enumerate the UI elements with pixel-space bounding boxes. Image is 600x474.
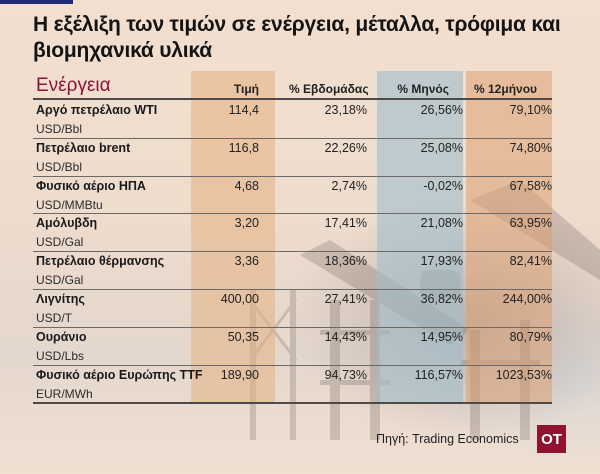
price-value: 50,35 [227, 330, 259, 344]
commodity-unit: USD/Bbl [36, 160, 83, 174]
page-title: Η εξέλιξη των τιμών σε ενέργεια, μέταλλα… [33, 13, 561, 62]
row-divider [33, 365, 552, 366]
table-row: Λιγνίτης USD/T 400,00 27,41% 36,82% 244,… [33, 290, 552, 328]
column-header-month: % Μηνός [397, 82, 449, 96]
table-row: Ουράνιο USD/Lbs 50,35 14,43% 14,95% 80,7… [33, 328, 552, 366]
week-change: 27,41% [324, 292, 367, 306]
month-change: 21,08% [420, 216, 463, 230]
commodity-name: Αργό πετρέλαιο WTI [36, 103, 158, 117]
year-column-band [466, 71, 552, 402]
year-change: 82,41% [509, 254, 552, 268]
table-bottom-divider [33, 402, 552, 404]
section-title: Ενέργεια [36, 75, 111, 96]
row-divider [33, 176, 552, 177]
commodity-name: Πετρέλαιο brent [36, 141, 131, 155]
ot-logo: OT [537, 425, 566, 453]
header-divider [33, 98, 552, 100]
month-column-band [377, 71, 463, 402]
month-change: -0,02% [423, 179, 463, 193]
year-change: 74,80% [509, 141, 552, 155]
table-row: Φυσικό αέριο Ευρώπης TTF EUR/MWh 189,90 … [33, 366, 552, 404]
price-value: 400,00 [220, 292, 259, 306]
table-row: Φυσικό αέριο ΗΠΑ USD/MMBtu 4,68 2,74% -0… [33, 177, 552, 215]
year-change: 80,79% [509, 330, 552, 344]
commodity-name: Ουράνιο [36, 330, 87, 344]
column-header-year: % 12μήνου [474, 82, 538, 96]
week-change: 22,26% [324, 141, 367, 155]
price-column-band [191, 71, 275, 402]
year-change: 1023,53% [495, 368, 552, 382]
commodity-unit: USD/T [36, 311, 72, 325]
week-change: 23,18% [324, 103, 367, 117]
price-value: 4,68 [234, 179, 259, 193]
table-row: Αργό πετρέλαιο WTI USD/Bbl 114,4 23,18% … [33, 101, 552, 139]
table-row: Αμόλυβδη USD/Gal 3,20 17,41% 21,08% 63,9… [33, 214, 552, 252]
commodity-unit: USD/MMBtu [36, 198, 103, 212]
month-change: 116,57% [414, 368, 463, 382]
year-change: 63,95% [509, 216, 552, 230]
commodity-unit: USD/Gal [36, 235, 84, 249]
commodity-unit: EUR/MWh [36, 387, 93, 401]
top-accent-bar [0, 0, 73, 4]
table-row: Πετρέλαιο brent USD/Bbl 116,8 22,26% 25,… [33, 139, 552, 177]
week-change: 2,74% [331, 179, 367, 193]
month-change: 17,93% [420, 254, 463, 268]
commodity-name: Φυσικό αέριο Ευρώπης TTF [36, 368, 203, 382]
week-change: 94,73% [324, 368, 367, 382]
commodity-name: Αμόλυβδη [36, 216, 98, 230]
price-value: 116,8 [228, 141, 259, 155]
year-change: 244,00% [502, 292, 552, 306]
commodity-unit: USD/Bbl [36, 122, 83, 136]
price-value: 3,36 [234, 254, 259, 268]
commodity-unit: USD/Lbs [36, 349, 85, 363]
row-divider [33, 138, 552, 139]
table-row: Πετρέλαιο θέρμανσης USD/Gal 3,36 18,36% … [33, 252, 552, 290]
row-divider [33, 289, 552, 290]
column-header-week: % Εβδομάδας [289, 82, 369, 96]
commodity-name: Πετρέλαιο θέρμανσης [36, 254, 165, 268]
commodity-name: Λιγνίτης [36, 292, 85, 306]
month-change: 26,56% [420, 103, 463, 117]
price-value: 114,4 [228, 103, 259, 117]
commodity-unit: USD/Gal [36, 273, 84, 287]
month-change: 14,95% [420, 330, 463, 344]
commodity-name: Φυσικό αέριο ΗΠΑ [36, 179, 146, 193]
week-change: 14,43% [324, 330, 367, 344]
week-change: 17,41% [324, 216, 367, 230]
row-divider [33, 213, 552, 214]
column-header-price: Τιμή [233, 82, 259, 96]
row-divider [33, 251, 552, 252]
week-change: 18,36% [324, 254, 367, 268]
year-change: 67,58% [509, 179, 552, 193]
month-change: 25,08% [420, 141, 463, 155]
row-divider [33, 327, 552, 328]
year-change: 79,10% [509, 103, 552, 117]
source-note: Πηγή: Trading Economics [376, 432, 519, 446]
month-change: 36,82% [420, 292, 463, 306]
price-value: 189,90 [220, 368, 259, 382]
price-value: 3,20 [234, 216, 259, 230]
